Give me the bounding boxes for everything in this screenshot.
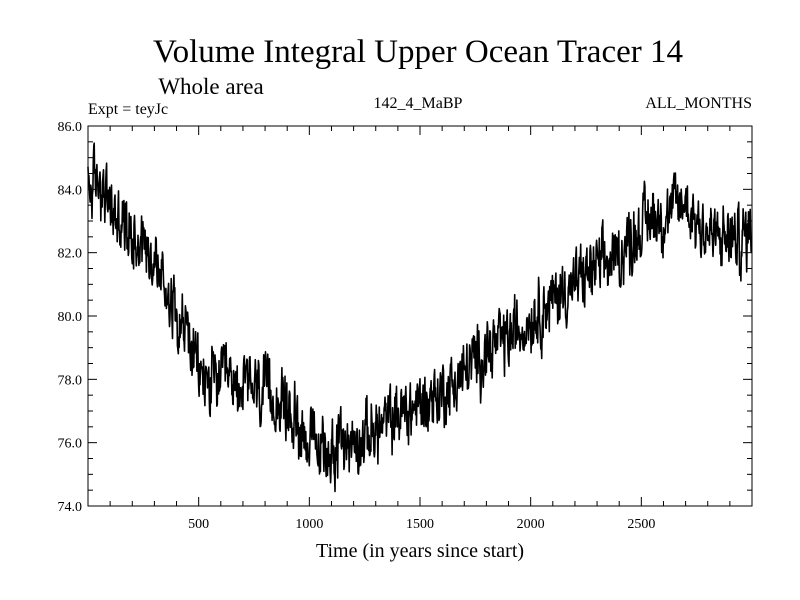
x-tick-label: 2000 xyxy=(517,517,545,532)
x-axis-ticks xyxy=(109,126,731,506)
y-axis-tick-labels: 74.0 76.0 78.0 80.0 82.0 84.0 86.0 xyxy=(58,120,83,515)
plot-frame xyxy=(87,125,753,507)
x-tick-label: 1000 xyxy=(295,517,323,532)
y-tick-label: 80.0 xyxy=(58,310,83,325)
x-axis-tick-labels: 500 1000 1500 2000 2500 xyxy=(188,517,655,532)
x-tick-label: 500 xyxy=(188,517,209,532)
months-label: ALL_MONTHS xyxy=(645,95,752,112)
y-tick-label: 84.0 xyxy=(58,183,83,198)
experiment-label: Expt = teyJc xyxy=(88,101,168,118)
series-line xyxy=(87,142,753,493)
x-tick-label: 1500 xyxy=(406,517,434,532)
period-label: 142_4_MaBP xyxy=(374,95,463,112)
y-tick-label: 86.0 xyxy=(58,120,83,135)
chart-title: Volume Integral Upper Ocean Tracer 14 xyxy=(153,34,683,70)
y-tick-label: 82.0 xyxy=(58,247,83,262)
y-tick-label: 74.0 xyxy=(58,500,83,515)
chart-subtitle: Whole area xyxy=(158,74,263,99)
y-tick-label: 78.0 xyxy=(58,373,83,388)
y-tick-label: 76.0 xyxy=(58,437,83,452)
x-tick-label: 2500 xyxy=(627,517,655,532)
x-axis-label: Time (in years since start) xyxy=(316,540,524,562)
